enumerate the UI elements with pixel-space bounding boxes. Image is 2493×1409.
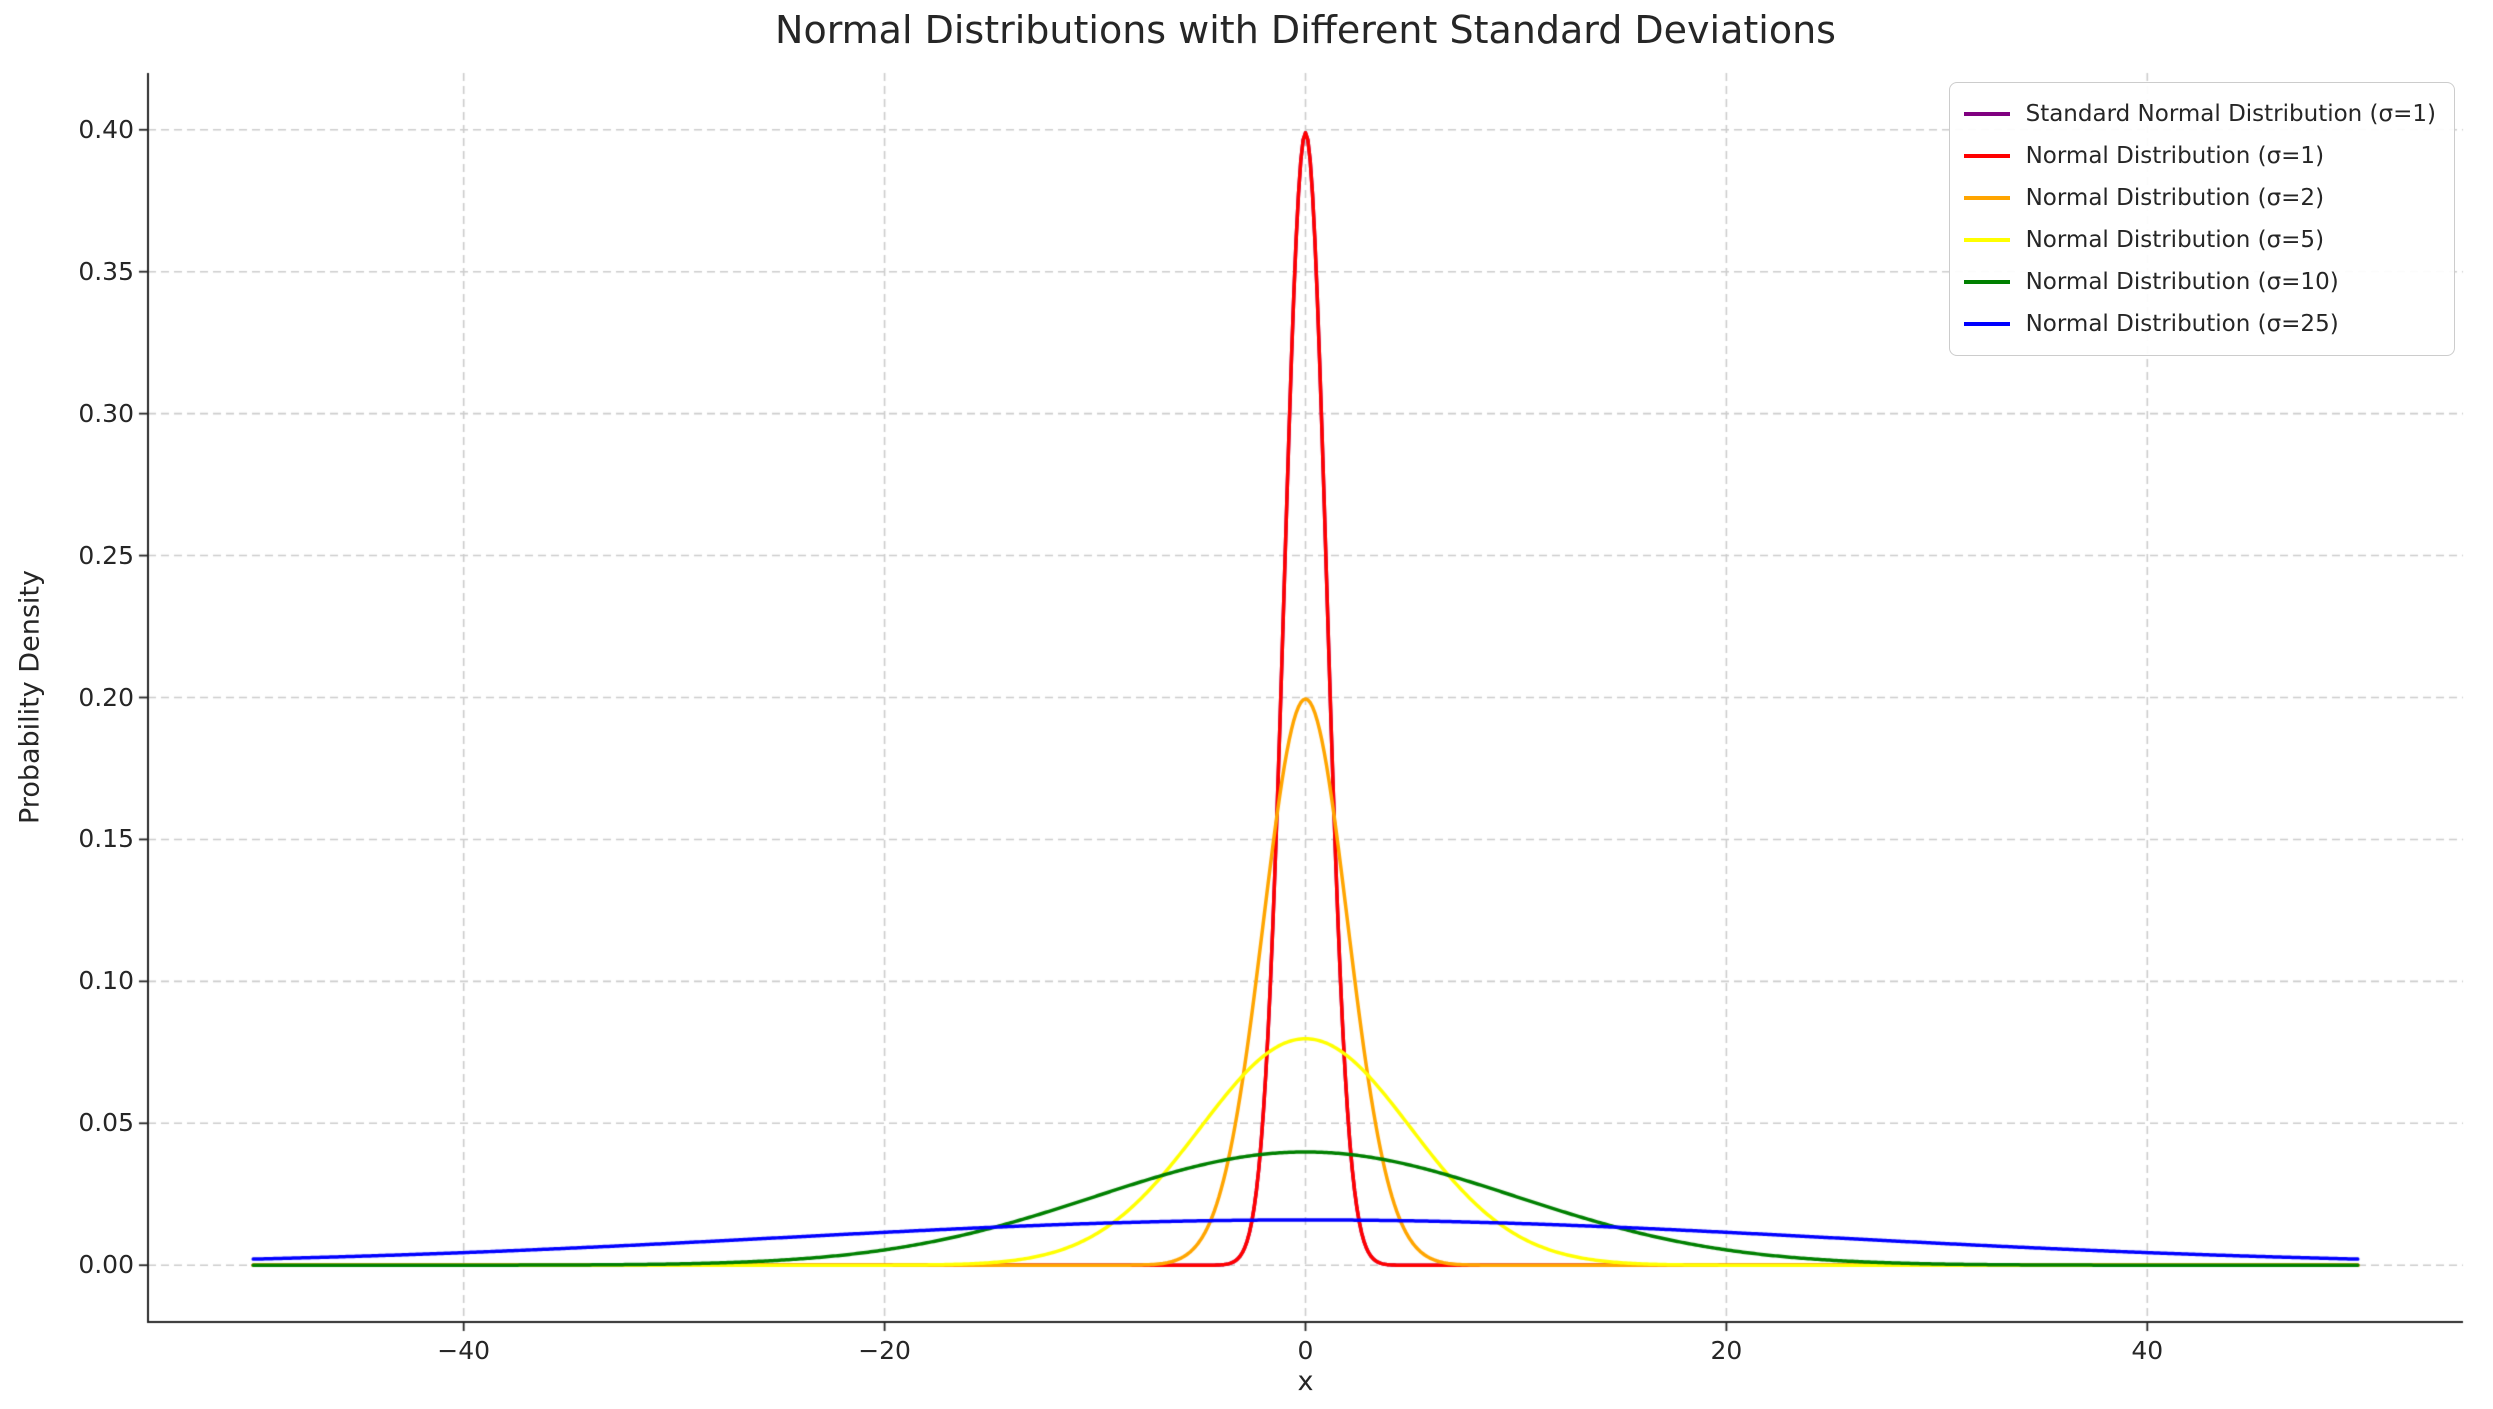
x-axis-label: x (1297, 1366, 1314, 1397)
legend-item: Normal Distribution (σ=5) (1963, 219, 2436, 261)
legend-label: Normal Distribution (σ=1) (2025, 143, 2325, 169)
legend-item: Standard Normal Distribution (σ=1) (1963, 93, 2436, 135)
legend-item: Normal Distribution (σ=2) (1963, 177, 2436, 219)
legend-line-swatch (1963, 280, 2010, 284)
legend-items: Standard Normal Distribution (σ=1) Normal… (1963, 93, 2436, 345)
legend-line-swatch (1963, 238, 2010, 242)
legend-label: Normal Distribution (σ=25) (2025, 311, 2339, 337)
legend: Standard Normal Distribution (σ=1) Normal… (1948, 82, 2455, 356)
y-axis-label: Probability Density (14, 570, 46, 825)
legend-line-swatch (1963, 322, 2010, 326)
legend-line-swatch (1963, 196, 2010, 200)
legend-label: Normal Distribution (σ=5) (2025, 227, 2325, 253)
legend-item: Normal Distribution (σ=10) (1963, 261, 2436, 303)
legend-line-swatch (1963, 154, 2010, 158)
legend-label: Normal Distribution (σ=2) (2025, 185, 2325, 211)
legend-item: Normal Distribution (σ=25) (1963, 303, 2436, 345)
chart-title: Normal Distributions with Different Stan… (775, 8, 1836, 52)
legend-line-swatch (1963, 112, 2010, 116)
legend-label: Normal Distribution (σ=10) (2025, 269, 2339, 295)
legend-item: Normal Distribution (σ=1) (1963, 135, 2436, 177)
legend-label: Standard Normal Distribution (σ=1) (2025, 101, 2436, 127)
